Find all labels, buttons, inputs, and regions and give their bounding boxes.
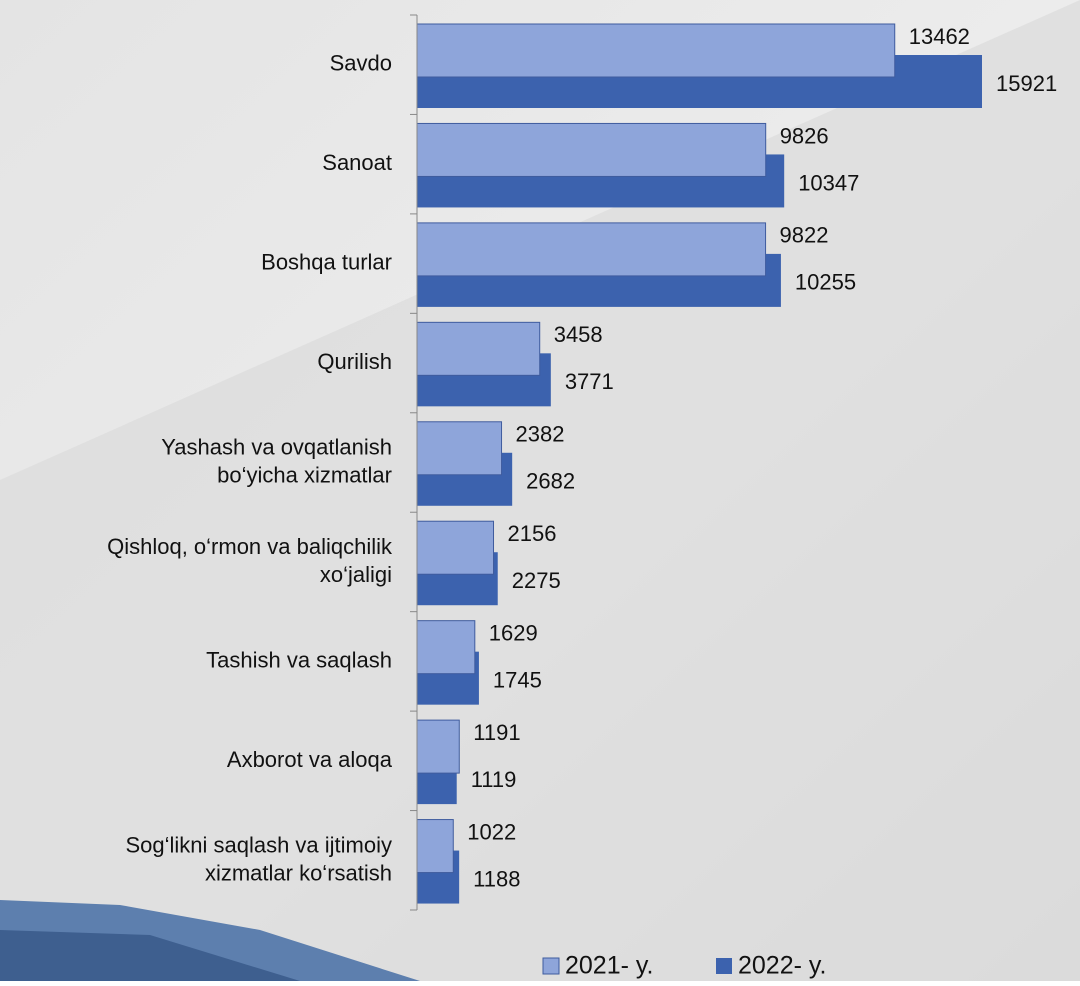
- data-label: 3771: [565, 369, 614, 394]
- y-tick-label: Tashish va saqlash: [206, 647, 392, 672]
- data-label: 9822: [780, 223, 829, 248]
- y-tick-label: Boshqa turlar: [261, 249, 392, 274]
- bar: [417, 820, 453, 873]
- legend-swatch: [716, 958, 732, 974]
- bar: [417, 621, 475, 674]
- data-label: 1629: [489, 620, 538, 645]
- data-label: 13462: [909, 24, 970, 49]
- data-label: 2382: [516, 422, 565, 447]
- bar: [417, 720, 459, 773]
- data-label: 2275: [512, 568, 561, 593]
- bar: [417, 322, 540, 375]
- data-label: 2156: [508, 521, 557, 546]
- data-label: 10347: [798, 170, 859, 195]
- page: 2021- y. 2022- y. Savdo 13462 15921 Sanoat 9…: [0, 0, 1080, 986]
- y-tick-label: Savdo: [330, 51, 392, 76]
- y-tick-label: Axborot va aloqa: [227, 747, 393, 772]
- data-label: 10255: [795, 270, 856, 295]
- y-tick-label: Sanoat: [322, 150, 392, 175]
- data-label: 1188: [473, 866, 520, 891]
- legend-label: 2021- y.: [565, 952, 653, 980]
- data-label: 15921: [996, 71, 1057, 96]
- data-label: 1119: [471, 767, 517, 792]
- y-tick-label: Qurilish: [317, 349, 392, 374]
- data-label: 1022: [467, 819, 516, 844]
- bar: [417, 123, 766, 176]
- chart: 2021- y. 2022- y. Savdo 13462 15921 Sanoat 9…: [0, 0, 1080, 981]
- data-label: 2682: [526, 469, 575, 494]
- bar: [417, 24, 895, 77]
- bar: [417, 223, 766, 276]
- data-label: 1191: [473, 720, 520, 745]
- data-label: 1745: [493, 667, 542, 692]
- legend-swatch: [543, 958, 559, 974]
- legend-label: 2022- y.: [738, 952, 826, 980]
- bar: [417, 422, 502, 475]
- bar: [417, 521, 494, 574]
- data-label: 9826: [780, 123, 829, 148]
- data-label: 3458: [554, 322, 603, 347]
